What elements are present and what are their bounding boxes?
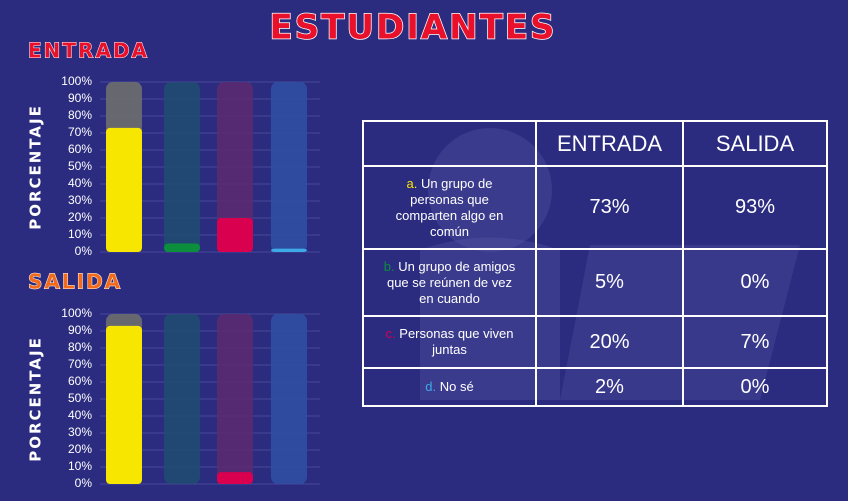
row-letter: d. — [425, 379, 437, 394]
row-label: c. Personas que viven juntas — [362, 315, 537, 369]
table: ENTRADA SALIDA a. Un grupo de personas q… — [362, 120, 828, 407]
chart-title: ENTRADA — [28, 39, 149, 63]
y-tick-label: 80% — [68, 340, 92, 354]
y-tick-label: 20% — [68, 442, 92, 456]
chart-title: SALIDA — [28, 270, 122, 294]
y-tick-label: 100% — [61, 306, 92, 320]
y-axis-label: PORCENTAJE — [27, 336, 45, 462]
bar — [217, 218, 253, 252]
bar — [106, 127, 142, 252]
bar — [106, 325, 142, 484]
row-label: b. Un grupo de amigos que se reúnen de v… — [362, 248, 537, 317]
bar-track — [217, 314, 253, 484]
y-tick-label: 60% — [68, 374, 92, 388]
y-tick-label: 60% — [68, 142, 92, 156]
header-cell: ENTRADA — [535, 120, 684, 167]
corner — [362, 120, 537, 167]
bar-track — [271, 82, 307, 252]
page-title: ESTUDIANTES — [269, 8, 556, 48]
row-text: Un grupo de personas que comparten algo … — [395, 175, 504, 239]
y-tick-label: 70% — [68, 357, 92, 371]
row-label: a. Un grupo de personas que comparten al… — [362, 165, 537, 250]
y-tick-label: 0% — [75, 244, 93, 258]
row-text: No sé — [439, 379, 474, 394]
cell: 20% — [535, 315, 684, 369]
y-tick-label: 90% — [68, 91, 92, 105]
row-letter: b. — [383, 258, 395, 274]
y-tick-label: 70% — [68, 125, 92, 139]
y-tick-label: 40% — [68, 408, 92, 422]
y-tick-label: 30% — [68, 425, 92, 439]
y-tick-label: 30% — [68, 193, 92, 207]
y-tick-label: 50% — [68, 159, 92, 173]
cell: 0% — [682, 248, 828, 317]
cell: 73% — [535, 165, 684, 250]
row-letter: c. — [385, 326, 396, 341]
cell: 0% — [682, 367, 828, 407]
y-tick-label: 10% — [68, 459, 92, 473]
y-axis-label: PORCENTAJE — [27, 104, 45, 230]
header-cell: SALIDA — [682, 120, 828, 167]
bar — [271, 248, 307, 252]
cell: 2% — [535, 367, 684, 407]
y-tick-label: 10% — [68, 227, 92, 241]
bar — [217, 472, 253, 484]
row-text: Un grupo de amigos que se reúnen de vez … — [386, 258, 516, 306]
bar-track — [271, 314, 307, 484]
y-tick-label: 20% — [68, 210, 92, 224]
y-tick-label: 100% — [61, 74, 92, 88]
y-tick-label: 0% — [75, 476, 93, 490]
cell: 93% — [682, 165, 828, 250]
bar-track — [164, 314, 200, 484]
row-letter: a. — [406, 175, 418, 191]
y-tick-label: 90% — [68, 323, 92, 337]
cell: 7% — [682, 315, 828, 369]
cell: 5% — [535, 248, 684, 317]
row-label: d. No sé — [362, 367, 537, 407]
y-tick-label: 50% — [68, 391, 92, 405]
y-tick-label: 80% — [68, 108, 92, 122]
bar-track — [217, 82, 253, 252]
row-text: Personas que viven juntas — [399, 326, 514, 357]
y-tick-label: 40% — [68, 176, 92, 190]
bar — [164, 243, 200, 252]
bar-track — [164, 82, 200, 252]
